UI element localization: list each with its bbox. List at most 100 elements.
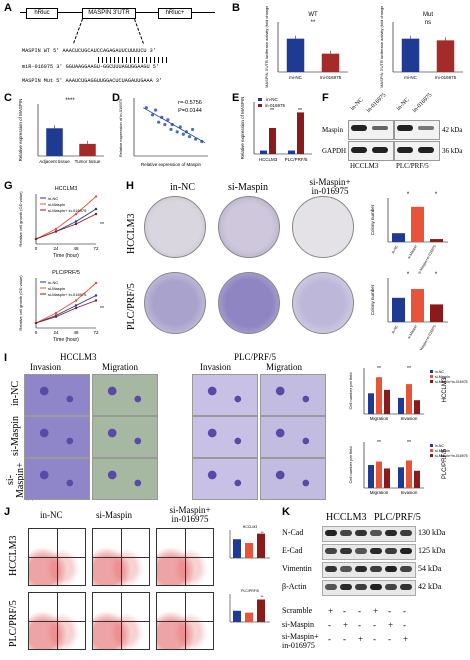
panel-d-chart: r=-0.5756 P=0.0144 Relative expression of … [118, 98, 208, 167]
blot-band [400, 530, 412, 536]
sig: ** [377, 366, 381, 372]
chart-title: HCCLM3 [55, 186, 78, 192]
point [175, 130, 179, 134]
kda-label: 54 kDa [418, 564, 442, 573]
mir-seq: miR-016975 3' GGUAAGGAAGU-GGCUUUAGUGGAAG… [22, 64, 159, 70]
y-axis-label: Relative cell growth (OD value) [18, 275, 23, 331]
blot-band [325, 566, 337, 572]
legend-label: si-Maspin+in-016975 [435, 454, 468, 458]
bar [398, 397, 404, 414]
blot-band [355, 530, 367, 536]
legend-swatch [430, 370, 433, 373]
legend-label: si-Maspin+ in-016975 [48, 292, 87, 297]
bar [260, 150, 267, 154]
blot-band [400, 566, 412, 572]
point [74, 220, 78, 223]
panel-f: in-NC in-016975 in-NC in-016975 Maspin G… [322, 92, 463, 170]
bar [392, 233, 405, 242]
blot-band [325, 530, 337, 536]
construct-hrluc: hRluc [26, 8, 58, 19]
bar [406, 460, 412, 488]
sig: ** [407, 366, 411, 372]
point [34, 321, 38, 325]
micrograph [92, 458, 158, 500]
bar [411, 206, 424, 242]
condition-sign: + [388, 620, 394, 630]
f-row-gapdh: GAPDH [322, 147, 347, 155]
panel-label-a: A [4, 2, 12, 14]
tick-label: si-Maspin [407, 244, 418, 259]
y-axis-label: Colony number [370, 204, 375, 235]
point [144, 106, 148, 110]
blot-band [325, 584, 337, 590]
sig: ** [311, 20, 316, 26]
condition-sign: - [373, 620, 376, 630]
point [166, 118, 170, 122]
chart-title: PLC/PRF/5 [442, 448, 448, 479]
bar [245, 543, 253, 558]
panel-j: in-NC si-Maspin si-Maspin+ in-016975 HCCL… [4, 506, 274, 658]
y-axis-label: Cell number per field [348, 373, 353, 410]
blot-band [340, 530, 352, 536]
point [187, 135, 192, 139]
condition-sign: + [403, 634, 409, 644]
blot-band [340, 566, 352, 572]
tick-label: mi-016975 [320, 75, 342, 80]
point [54, 230, 58, 233]
panel-label-h: H [126, 180, 134, 192]
tick-label: in-NC [391, 244, 399, 254]
sig: ** [100, 222, 104, 228]
micrograph [260, 374, 326, 416]
sig: * [407, 272, 410, 278]
flow-plot [28, 528, 86, 586]
tick-label: si-Maspin [407, 324, 418, 339]
bar [288, 150, 295, 154]
h-col-si: si-Maspin [228, 182, 268, 193]
panel-label-d: D [112, 92, 120, 104]
f-row-maspin: Maspin [322, 126, 343, 134]
tick-label: Migration [370, 490, 389, 495]
condition-sign: - [388, 606, 391, 616]
point [94, 207, 98, 211]
legend-swatch [258, 98, 262, 101]
blot-band [355, 566, 367, 572]
condition-sign: + [373, 606, 379, 616]
condition-sign: + [358, 634, 364, 644]
tick-label: si-Maspin+in-016975 [417, 324, 437, 350]
k-row-label: N-Cad [282, 528, 304, 537]
micrograph [192, 416, 258, 458]
y-axis-label: Cell number per field [348, 447, 353, 484]
construct-3utr: MASPIN 3'UTR [82, 8, 136, 19]
tick-label: HCCLM3 [259, 157, 278, 162]
legend-label: si-Maspin+in-016975 [435, 380, 468, 384]
condition-sign: + [328, 606, 334, 616]
bar [414, 470, 420, 488]
sig: ** [260, 530, 264, 535]
series-line [35, 282, 97, 324]
point [54, 315, 58, 318]
tick-label: Tumor tissue [75, 159, 101, 164]
wt-seq: MASPIN WT 5' AAACUCUGCAUCCAGAGAUUCUUUUCU… [22, 48, 156, 54]
tick-label: 72 [93, 246, 99, 251]
bar [436, 40, 455, 72]
sig: ** [260, 594, 264, 599]
blot-band [370, 584, 382, 590]
k-row-label: β-Actin [282, 582, 307, 591]
blot-band [385, 584, 397, 590]
bar [257, 599, 265, 622]
blot-band [385, 530, 397, 536]
chart-title: HCCLM3 [442, 377, 448, 402]
bar [233, 610, 241, 622]
condition-sign: - [358, 620, 361, 630]
sig: ** [377, 440, 381, 446]
point [34, 237, 38, 241]
sig: * [407, 192, 410, 198]
legend-label: in-NC [435, 444, 444, 448]
y-axis-label: Relative expression of MASPIN [18, 99, 23, 162]
tick-label: 72 [93, 330, 99, 335]
panel-label-e: E [232, 92, 240, 104]
sig: ** [270, 108, 274, 114]
tick-label: mi-016975 [435, 75, 457, 80]
panel-c-chart: Adjacent tissue Tumor tissue **** Relative … [18, 98, 104, 164]
